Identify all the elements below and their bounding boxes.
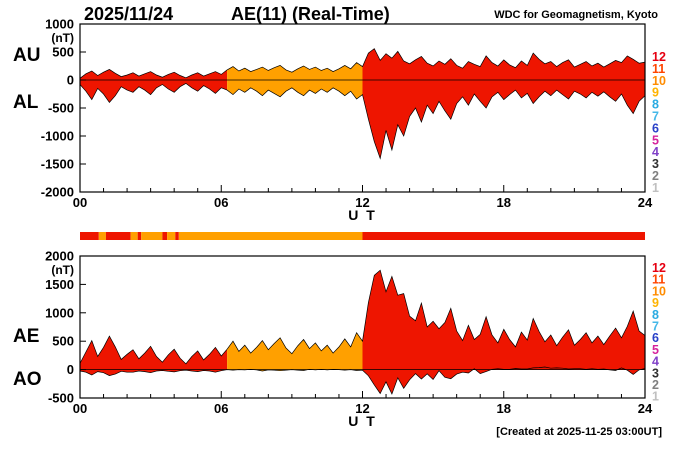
plot-date: 2025/11/24: [84, 4, 174, 24]
svg-text:11: 11: [652, 62, 665, 76]
svg-text:18: 18: [497, 195, 511, 210]
svg-text:24: 24: [638, 401, 653, 416]
svg-text:7: 7: [652, 320, 659, 334]
svg-text:4: 4: [652, 355, 659, 369]
svg-text:3: 3: [652, 157, 659, 171]
svg-text:500: 500: [52, 45, 74, 60]
svg-text:2: 2: [652, 378, 659, 392]
svg-text:6: 6: [652, 121, 659, 135]
svg-text:1000: 1000: [45, 305, 74, 320]
svg-text:3: 3: [652, 366, 659, 380]
svg-text:1500: 1500: [45, 277, 74, 292]
data-source-label: WDC for Geomagnetism, Kyoto: [494, 9, 658, 21]
svg-text:-2000: -2000: [41, 185, 74, 200]
svg-text:5: 5: [652, 343, 659, 357]
svg-text:-1000: -1000: [41, 129, 74, 144]
svg-text:9: 9: [652, 296, 659, 310]
series-label-ao: AO: [13, 369, 42, 390]
svg-text:1: 1: [652, 181, 659, 195]
svg-text:11: 11: [652, 273, 665, 287]
svg-text:0: 0: [67, 362, 74, 377]
created-at-label: [Created at 2025-11-25 03:00UT]: [496, 426, 662, 438]
svg-text:10: 10: [652, 284, 666, 298]
svg-text:(nT): (nT): [51, 31, 74, 45]
svg-text:-1500: -1500: [41, 157, 74, 172]
svg-text:2000: 2000: [45, 249, 74, 264]
svg-text:06: 06: [214, 401, 228, 416]
svg-text:1000: 1000: [45, 17, 74, 32]
svg-text:7: 7: [652, 110, 659, 124]
svg-text:1: 1: [652, 390, 659, 404]
svg-text:0: 0: [67, 73, 74, 88]
svg-text:8: 8: [652, 308, 659, 322]
svg-text:12: 12: [652, 50, 666, 64]
series-label-ae: AE: [13, 326, 40, 347]
svg-text:6: 6: [652, 331, 659, 345]
svg-text:06: 06: [214, 195, 228, 210]
series-label-al: AL: [13, 92, 39, 113]
svg-text:00: 00: [73, 401, 87, 416]
svg-text:12: 12: [652, 261, 666, 275]
svg-text:12: 12: [355, 195, 369, 210]
svg-text:8: 8: [652, 98, 659, 112]
svg-text:10: 10: [652, 74, 666, 88]
svg-text:24: 24: [638, 195, 653, 210]
svg-text:2: 2: [652, 169, 659, 183]
svg-text:(nT): (nT): [51, 263, 74, 277]
svg-text:U T: U T: [348, 413, 377, 429]
svg-text:500: 500: [52, 334, 74, 349]
series-label-au: AU: [13, 45, 41, 66]
plot-title: AE(11) (Real-Time): [231, 4, 390, 24]
svg-text:-500: -500: [48, 101, 74, 116]
svg-text:U T: U T: [348, 207, 377, 223]
svg-text:12: 12: [355, 401, 369, 416]
svg-text:5: 5: [652, 133, 659, 147]
svg-text:-500: -500: [48, 391, 74, 406]
svg-text:9: 9: [652, 86, 659, 100]
svg-text:18: 18: [497, 401, 511, 416]
svg-text:00: 00: [73, 195, 87, 210]
svg-text:4: 4: [652, 145, 659, 159]
